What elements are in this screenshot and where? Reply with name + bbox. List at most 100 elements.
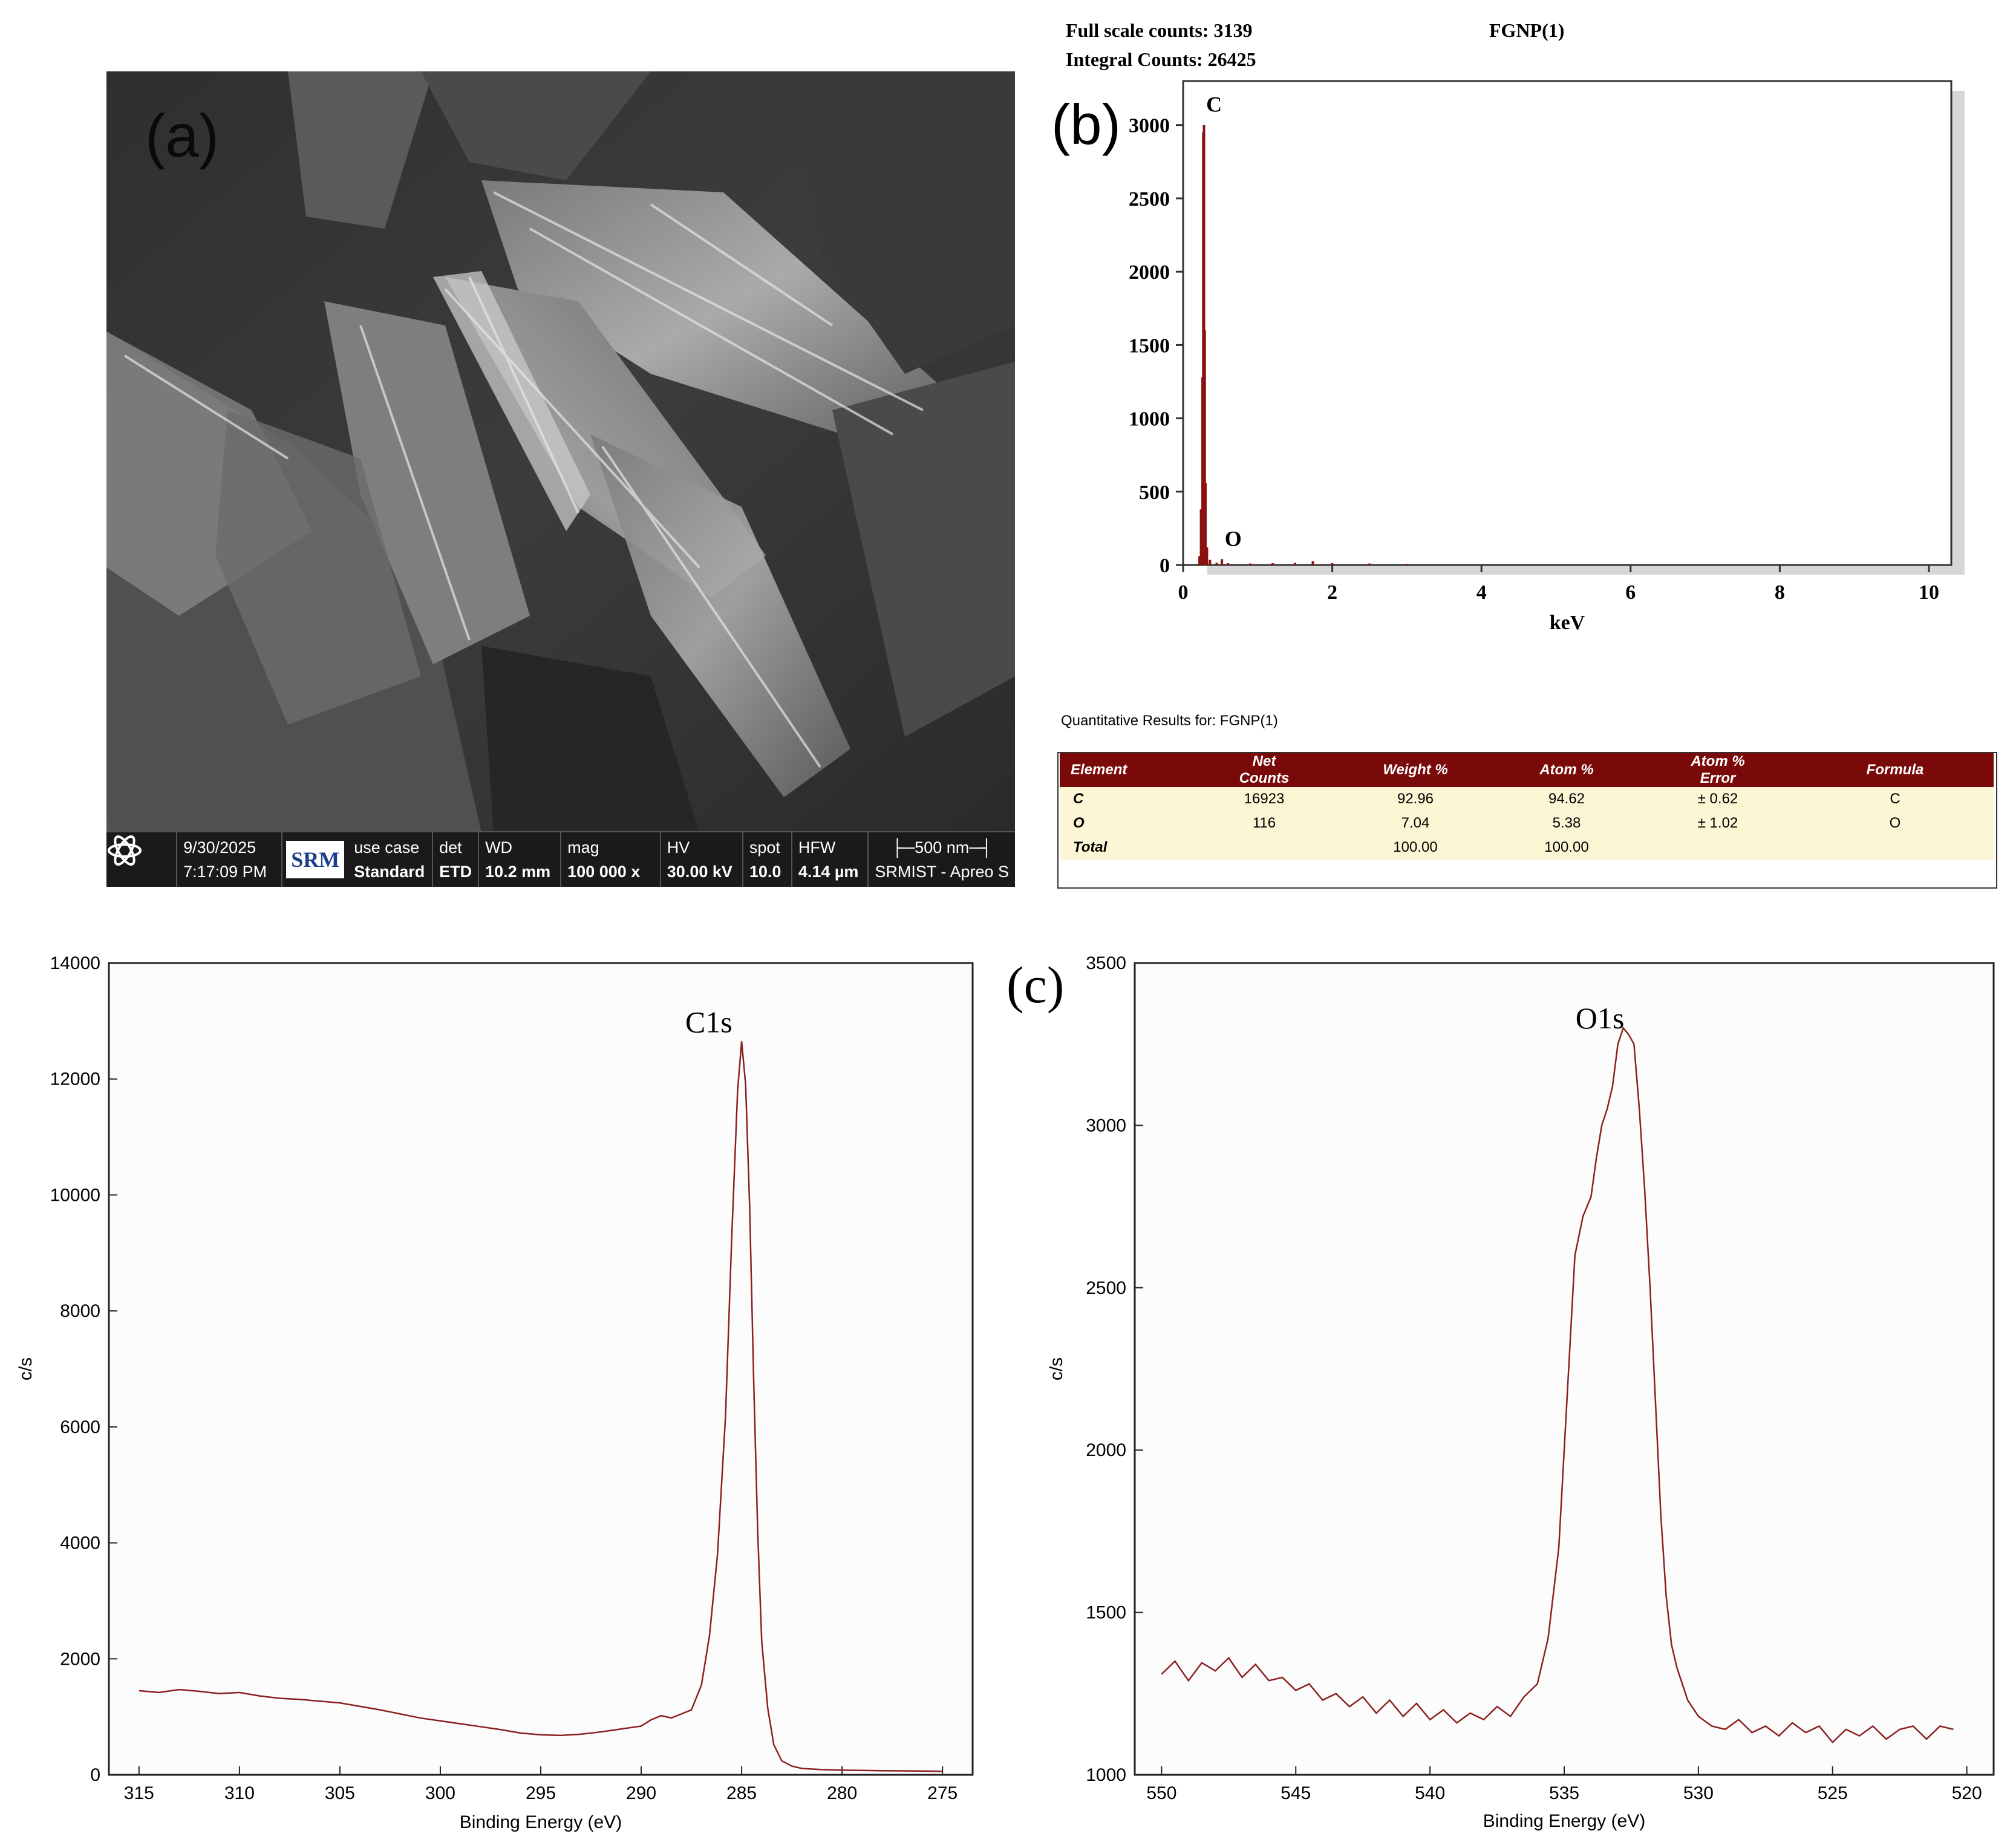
header-formula: Formula bbox=[1796, 753, 1994, 787]
o1s-y-axis-label: c/s bbox=[1046, 1357, 1066, 1380]
scale-bar: ├─500 nm─┤ bbox=[891, 838, 993, 857]
header-atom-error: Atom % Error bbox=[1639, 753, 1796, 787]
panel-label-a: (a) bbox=[145, 102, 220, 170]
sem-info-bar: 9/30/2025 7:17:09 PM SRM use case Standa… bbox=[106, 831, 1015, 887]
x-tick-label: 540 bbox=[1415, 1783, 1445, 1803]
header-element: Element bbox=[1060, 753, 1192, 787]
eds-x-tick-label: 4 bbox=[1476, 581, 1487, 604]
x-tick-label: 315 bbox=[124, 1783, 154, 1803]
eds-y-tick-label: 0 bbox=[1160, 555, 1170, 577]
eds-peak-label: C bbox=[1206, 93, 1222, 117]
wd-value: 10.2 mm bbox=[485, 863, 551, 881]
cell-weight: 100.00 bbox=[1337, 835, 1494, 860]
table-header-row: Element Net Counts Weight % Atom % Atom %… bbox=[1060, 753, 1994, 787]
x-tick-label: 550 bbox=[1146, 1783, 1176, 1803]
hfw-label: HFW bbox=[798, 838, 836, 857]
eds-x-tick-label: 2 bbox=[1327, 581, 1337, 604]
eds-y-tick-label: 2500 bbox=[1129, 188, 1170, 211]
y-tick-label: 1500 bbox=[1086, 1603, 1126, 1623]
y-tick-label: 14000 bbox=[50, 953, 100, 973]
use-case-value: Standard bbox=[354, 863, 425, 881]
cell-atom-error: ± 1.02 bbox=[1639, 811, 1796, 835]
table-caption: Quantitative Results for: FGNP(1) bbox=[1061, 713, 1278, 729]
cell-formula bbox=[1796, 835, 1994, 860]
o1s-x-axis-label: Binding Energy (eV) bbox=[1483, 1811, 1645, 1831]
o1s-plot-area bbox=[1134, 962, 1995, 1776]
x-tick-label: 520 bbox=[1952, 1783, 1982, 1803]
eds-x-tick-label: 6 bbox=[1625, 581, 1636, 604]
y-tick-label: 1000 bbox=[1086, 1765, 1126, 1785]
y-tick-label: 2000 bbox=[1086, 1440, 1126, 1460]
y-tick-label: 10000 bbox=[50, 1185, 100, 1205]
y-tick-label: 2500 bbox=[1086, 1278, 1126, 1298]
c1s-plot-area bbox=[108, 962, 974, 1776]
c1s-series-line bbox=[139, 1041, 943, 1772]
eds-x-tick-label: 0 bbox=[1178, 581, 1189, 604]
hv-value: 30.00 kV bbox=[667, 863, 732, 881]
spot-value: 10.0 bbox=[749, 863, 781, 881]
hfw-value: 4.14 µm bbox=[798, 863, 859, 881]
eds-peak-label: O bbox=[1225, 526, 1242, 550]
panel-label-c: (c) bbox=[1006, 956, 1065, 1014]
cell-weight: 7.04 bbox=[1337, 811, 1494, 835]
eds-y-tick-label: 3000 bbox=[1129, 115, 1170, 137]
eds-x-tick-label: 10 bbox=[1919, 581, 1939, 604]
xps-o1s-chart: 550 545 540 535 530 525 520 1000 1500 2000 2500 300… bbox=[1046, 953, 1995, 1831]
y-tick-label: 6000 bbox=[60, 1417, 100, 1437]
x-tick-label: 300 bbox=[425, 1783, 455, 1803]
sem-micrograph bbox=[106, 71, 1015, 832]
xps-c1s-chart: 315 310 305 300 295 290 285 280 275 0 2000 4000 6000… bbox=[16, 953, 974, 1832]
c1s-y-axis-label: c/s bbox=[16, 1357, 36, 1380]
table-row: C 16923 92.96 94.62 ± 0.62 C bbox=[1060, 787, 1994, 811]
table-border bbox=[1057, 752, 1997, 889]
integral-counts: Integral Counts: 26425 bbox=[1066, 48, 1256, 70]
x-tick-label: 310 bbox=[224, 1783, 255, 1803]
cell-element: Total bbox=[1060, 835, 1192, 860]
o1s-axis-ticks: 550 545 540 535 530 525 520 1000 1500 2000 2500 300… bbox=[1086, 953, 1982, 1803]
y-tick-label: 0 bbox=[90, 1765, 100, 1785]
cell-net-counts: 116 bbox=[1192, 811, 1337, 835]
mag-label: mag bbox=[567, 838, 599, 857]
sem-time: 7:17:09 PM bbox=[183, 863, 267, 881]
table-row: Total 100.00 100.00 bbox=[1060, 835, 1994, 860]
cell-element: O bbox=[1060, 811, 1192, 835]
fei-logo-icon bbox=[106, 832, 178, 887]
eds-y-tick-label: 500 bbox=[1139, 482, 1170, 504]
cell-atom: 100.00 bbox=[1494, 835, 1639, 860]
c1s-axis-ticks: 315 310 305 300 295 290 285 280 275 0 2000 4000 6000… bbox=[50, 953, 958, 1803]
table-row: O 116 7.04 5.38 ± 1.02 O bbox=[1060, 811, 1994, 835]
spot-label: spot bbox=[749, 838, 780, 857]
cell-atom-error bbox=[1639, 835, 1796, 860]
y-tick-label: 3000 bbox=[1086, 1115, 1126, 1135]
c1s-x-axis-label: Binding Energy (eV) bbox=[460, 1812, 622, 1832]
y-tick-label: 8000 bbox=[60, 1301, 100, 1321]
o1s-series-line bbox=[1161, 1026, 1954, 1744]
x-tick-label: 275 bbox=[927, 1783, 958, 1803]
sem-date: 9/30/2025 bbox=[183, 838, 256, 857]
cell-atom: 5.38 bbox=[1494, 811, 1639, 835]
eds-peaks: CO bbox=[1198, 93, 1931, 565]
quantitative-results-table: Element Net Counts Weight % Atom % Atom %… bbox=[1060, 753, 1994, 860]
x-tick-label: 280 bbox=[827, 1783, 857, 1803]
sample-name: FGNP(1) bbox=[1489, 19, 1565, 41]
eds-x-tick-label: 8 bbox=[1775, 581, 1785, 604]
y-tick-label: 3500 bbox=[1086, 953, 1126, 973]
c1s-peak-label: C1s bbox=[685, 1005, 732, 1039]
det-label: det bbox=[439, 838, 462, 857]
eds-plot-area bbox=[1182, 80, 1953, 566]
cell-weight: 92.96 bbox=[1337, 787, 1494, 811]
header-weight: Weight % bbox=[1337, 753, 1494, 787]
eds-y-tick-label: 2000 bbox=[1129, 261, 1170, 284]
cell-formula: C bbox=[1796, 787, 1994, 811]
x-tick-label: 530 bbox=[1683, 1783, 1714, 1803]
x-tick-label: 545 bbox=[1281, 1783, 1311, 1803]
eds-y-tick-label: 1500 bbox=[1129, 335, 1170, 357]
x-tick-label: 525 bbox=[1818, 1783, 1848, 1803]
mag-value: 100 000 x bbox=[567, 863, 641, 881]
use-case-label: use case bbox=[354, 838, 420, 857]
y-tick-label: 2000 bbox=[60, 1649, 100, 1669]
cell-net-counts bbox=[1192, 835, 1337, 860]
instrument-name: SRMIST - Apreo S bbox=[875, 863, 1009, 881]
y-tick-label: 12000 bbox=[50, 1069, 100, 1089]
